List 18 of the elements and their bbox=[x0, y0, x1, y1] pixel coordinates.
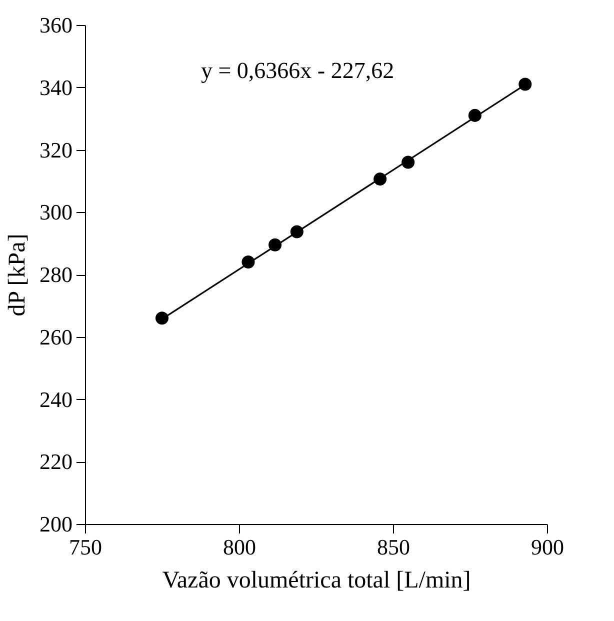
point bbox=[518, 78, 532, 91]
x-tick-label: 750 bbox=[69, 534, 102, 560]
point bbox=[155, 312, 169, 325]
x-tick-label: 850 bbox=[377, 534, 410, 560]
x-tick-label: 900 bbox=[531, 534, 564, 560]
annotation: y = 0,6366x - 227,62 bbox=[200, 58, 394, 83]
y-tick-label: 340 bbox=[40, 74, 72, 100]
y-axis-title: dP [kPa] bbox=[4, 234, 30, 316]
x-tick-label: 800 bbox=[223, 534, 256, 560]
y-tick-label: 300 bbox=[40, 200, 72, 225]
y-tick-label: 240 bbox=[40, 386, 72, 412]
y-tick-label: 320 bbox=[40, 137, 72, 162]
y-tick-label: 360 bbox=[40, 12, 72, 38]
y-tick-label: 260 bbox=[40, 324, 72, 350]
y-tick-label: 220 bbox=[40, 449, 72, 474]
y-tick-label: 280 bbox=[40, 262, 72, 287]
x-axis-title: Vazão volumétrica total [L/min] bbox=[162, 568, 471, 594]
y-tick-label: 200 bbox=[40, 512, 72, 536]
